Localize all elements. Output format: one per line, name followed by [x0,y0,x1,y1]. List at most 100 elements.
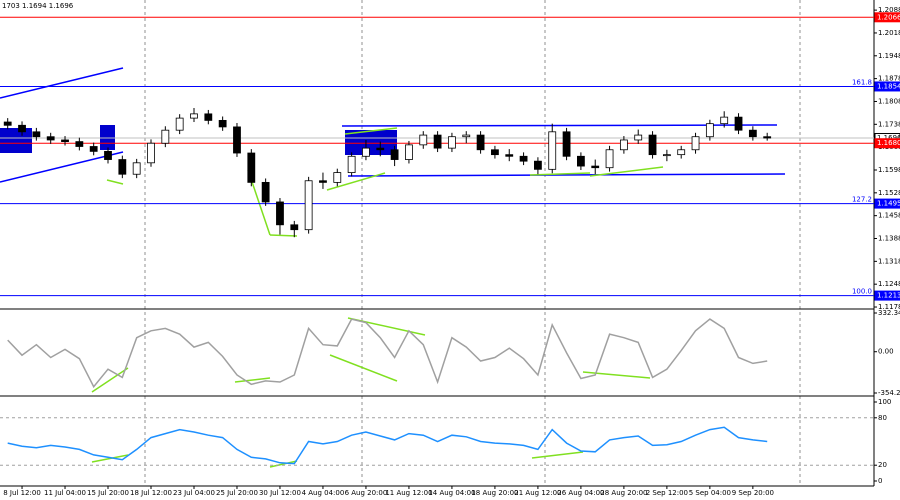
candle-body [261,181,270,203]
candle-body [204,113,213,121]
x-tick-label: 30 Jul 12:00 [259,489,301,497]
candle-body [619,139,628,151]
y-tick-label: 1.1458 [878,212,900,220]
y-tick-label: 1.1878 [878,75,900,83]
fib-ratio-label: 127.2 [852,196,872,204]
candle-body [534,160,542,170]
candle-body [748,129,757,138]
candle-body [132,162,141,175]
candle-body [46,136,55,141]
y-tick-label: 20 [878,461,887,469]
x-tick-label: 6 Aug 20:00 [345,489,388,497]
candle-body [705,123,714,138]
candle-body [276,201,284,226]
y-tick-label: 1.1528 [878,189,900,197]
x-tick-label: 9 Sep 20:00 [732,489,774,497]
level-price-label: 1.1213 [877,292,900,300]
header-text: 1703 1.1694 1.1696 [2,2,74,10]
x-tick-label: 11 Jul 04:00 [44,489,86,497]
y-tick-label: 1.1318 [878,257,900,265]
fib-ratio-label: 100.0 [852,288,872,296]
candle-body [405,144,413,160]
x-tick-label: 18 Jul 12:00 [130,489,172,497]
y-tick-label: 1.1948 [878,52,900,60]
indicator-line [7,318,768,389]
candle-body [362,147,370,157]
y-tick-label: 0 [878,477,882,485]
candle-body [18,124,26,133]
candle-body [605,149,614,169]
candle-body [304,180,313,231]
candle-body [634,134,643,141]
candle-body [662,154,671,157]
x-tick-label: 28 Aug 20:00 [600,489,647,497]
candle-body [376,147,385,151]
x-tick-label: 25 Jul 20:00 [216,489,258,497]
candle-body [175,117,184,131]
level-price-box [874,290,900,301]
y-tick-label: 1.2088 [878,6,900,14]
x-tick-label: 21 Aug 12:00 [514,489,561,497]
candle-body [61,139,69,143]
candle-body [763,136,772,139]
y-tick-label: 1.1808 [878,97,900,105]
y-tick-label: 1.1388 [878,235,900,243]
candle-body [677,149,686,156]
candle-body [548,131,557,170]
x-tick-label: 2 Sep 12:00 [646,489,688,497]
candle-body [333,172,342,183]
frame [0,0,875,487]
y-tick-label: 332.3467 [878,309,900,317]
candle-body [491,149,499,156]
x-tick-label: 11 Aug 12:00 [385,489,432,497]
x-tick-label: 15 Jul 20:00 [87,489,129,497]
candle-body [104,150,112,160]
candle-body [648,134,657,156]
y-tick-label: 1.1598 [878,166,900,174]
candle-body [190,113,198,119]
candle-body [161,129,170,144]
candle-body [319,180,327,183]
level-price-box [874,12,900,23]
candle-body [720,116,729,125]
candle-body [419,134,428,146]
candle-body [247,152,256,183]
x-tick-label: 4 Aug 04:00 [302,489,345,497]
y-tick-label: 80 [878,414,887,422]
level-price-label: 1.1696 [877,134,900,142]
candle-body [290,224,299,231]
candle-body [390,149,399,160]
level-price-label: 1.2066 [877,13,900,21]
candle-body [691,136,700,151]
x-tick-label: 26 Aug 04:00 [557,489,604,497]
candle-body [519,155,528,162]
level-price-box [874,198,900,209]
x-tick-label: 23 Jul 04:00 [173,489,215,497]
x-tick-label: 5 Sep 04:00 [689,489,731,497]
level-price-label: 1.1680 [877,139,900,147]
fib-ratio-label: 161.8 [852,78,872,86]
candle-body [218,119,227,128]
x-tick-label: 14 Aug 04:00 [428,489,475,497]
candle-body [32,131,41,138]
level-price-label: 1.1854 [877,82,900,90]
indicator-line [7,426,768,465]
level-price-label: 1.1495 [877,200,900,208]
candle-body [734,116,743,131]
x-tick-label: 8 Jul 12:00 [3,489,41,497]
y-tick-label: -354.279 [878,389,900,397]
candle-body [118,159,127,175]
candle-body [233,126,241,154]
candle-body [147,142,155,164]
candle-body [433,134,442,149]
candle-body [462,134,471,138]
candle-body [3,121,12,126]
level-price-box [874,138,900,149]
y-tick-label: 0.00 [878,348,894,356]
candle-body [591,165,600,169]
y-tick-label: 1.2018 [878,29,900,37]
y-tick-label: 1.1738 [878,120,900,128]
candle-body [562,131,571,157]
